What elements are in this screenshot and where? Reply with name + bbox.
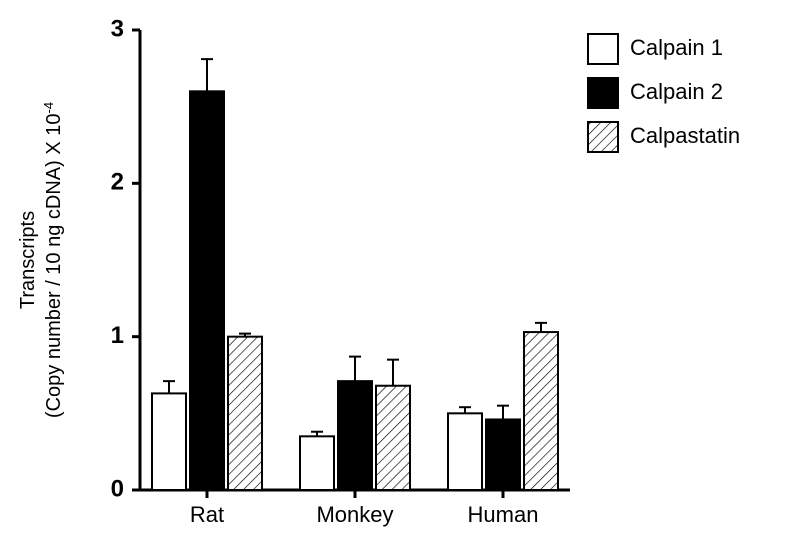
legend-swatch <box>588 78 618 108</box>
bar <box>448 413 482 490</box>
svg-text:Rat: Rat <box>190 502 224 527</box>
bar <box>300 436 334 490</box>
legend-label: Calpastatin <box>630 123 740 148</box>
legend-swatch <box>588 34 618 64</box>
bar <box>524 332 558 490</box>
svg-text:1: 1 <box>111 322 124 349</box>
transcripts-bar-chart: 0 1 2 3 Transcripts(Copy number / 10 ng cDNA… <box>0 0 800 548</box>
bar <box>338 381 372 490</box>
bar <box>228 337 262 490</box>
legend-label: Calpain 1 <box>630 35 723 60</box>
svg-text:Monkey: Monkey <box>316 502 393 527</box>
legend-label: Calpain 2 <box>630 79 723 104</box>
bar <box>152 393 186 490</box>
svg-text:0: 0 <box>111 475 124 502</box>
svg-text:Transcripts: Transcripts <box>17 211 39 309</box>
bar <box>190 91 224 490</box>
legend-swatch <box>588 122 618 152</box>
bar <box>376 386 410 490</box>
svg-text:Human: Human <box>468 502 539 527</box>
svg-text:(Copy number / 10 ng cDNA) X 1: (Copy number / 10 ng cDNA) X 10-4 <box>41 102 65 418</box>
svg-text:3: 3 <box>111 15 124 42</box>
svg-text:2: 2 <box>111 169 124 196</box>
bar <box>486 419 520 490</box>
